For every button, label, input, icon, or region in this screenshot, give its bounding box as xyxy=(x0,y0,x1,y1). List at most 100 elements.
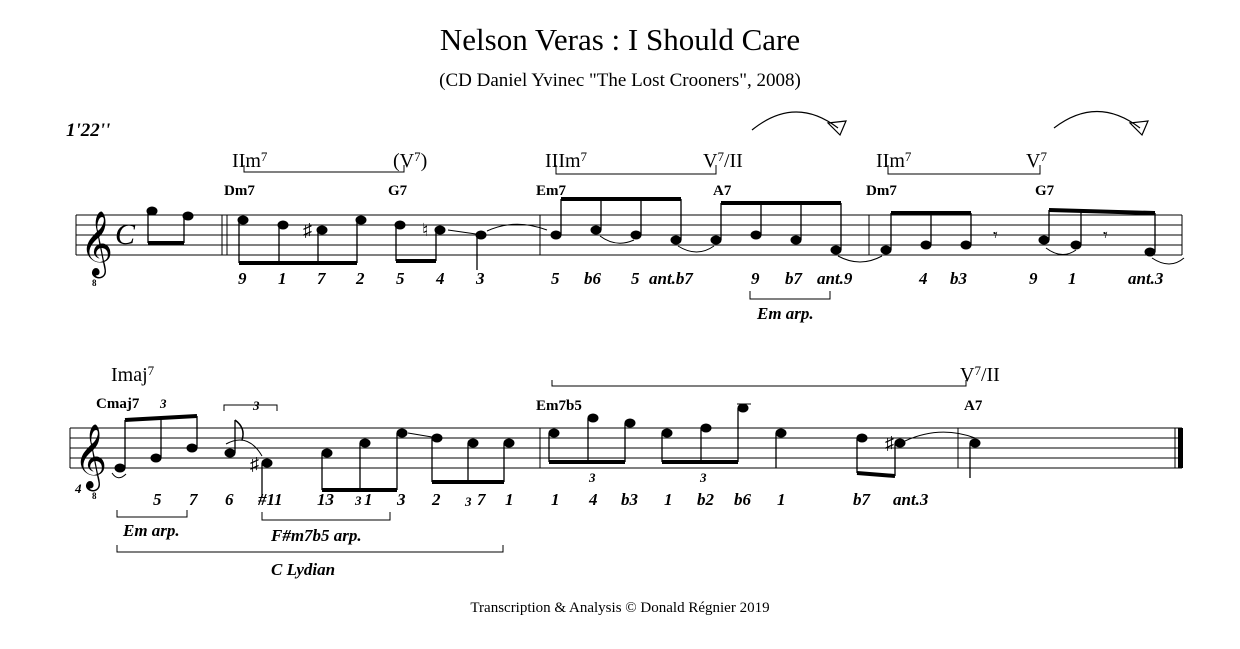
chord-symbol: G7 xyxy=(1035,183,1055,199)
roman-numeral: IIIm7 xyxy=(545,149,588,172)
turnaround-arrow xyxy=(1053,111,1149,137)
chord-symbol: G7 xyxy=(388,183,408,199)
degree-label: b6 xyxy=(734,490,752,509)
tuplet-number: 3 xyxy=(252,398,260,413)
chord-symbol: Cmaj7 xyxy=(96,396,140,412)
bracket-label: C Lydian xyxy=(271,560,335,579)
measure-4 xyxy=(114,414,515,498)
roman-numeral: IIm7 xyxy=(232,149,268,172)
staff-2: 𝄞 4 8 xyxy=(69,363,1183,579)
degree-label: b6 xyxy=(584,269,602,288)
timestamp: 1'22'' xyxy=(66,120,110,141)
final-barline xyxy=(1178,428,1183,468)
degree-label: 5 xyxy=(631,269,640,288)
turnaround-arrow xyxy=(751,111,847,137)
degree-label: 2 xyxy=(355,269,365,288)
chord-symbol: Em7b5 xyxy=(536,398,582,414)
degree-label: 1 xyxy=(777,490,786,509)
roman-numeral: (V7) xyxy=(393,149,427,172)
bracket-label: Em arp. xyxy=(122,521,180,540)
degree-label: #11 xyxy=(257,490,283,509)
credit-footer: Transcription & Analysis © Donald Régnie… xyxy=(470,600,770,616)
degree-label: 7 xyxy=(477,490,487,509)
roman-numeral: V7 xyxy=(1026,149,1047,172)
degree-label: ant.9 xyxy=(817,269,853,288)
degree-label: 5 xyxy=(396,269,405,288)
degree-label: 7 xyxy=(317,269,327,288)
chord-row-1: Dm7 G7 Em7 A7 Dm7 G7 xyxy=(224,183,1055,199)
degree-label: 6 xyxy=(225,490,234,509)
roman-numeral: IIm7 xyxy=(876,149,912,172)
degree-label: 1 xyxy=(505,490,514,509)
chord-symbol: A7 xyxy=(964,398,983,414)
degree-label: 9 xyxy=(1029,269,1038,288)
tuplet-number: 3 xyxy=(588,470,596,485)
degree-label: 7 xyxy=(189,490,199,509)
sharp-icon: ♯ xyxy=(885,433,894,453)
measure-1 xyxy=(237,215,487,270)
natural-icon: ♮ xyxy=(422,220,428,240)
degree-label: 13 xyxy=(317,490,335,509)
degree-label: 1 xyxy=(278,269,287,288)
octave-marker: 8 xyxy=(92,278,97,288)
degree-label: 1 xyxy=(364,490,373,509)
degree-label: 5 xyxy=(551,269,560,288)
degree-label: b3 xyxy=(950,269,968,288)
page-title: Nelson Veras : I Should Care xyxy=(439,22,801,57)
degree-label: 2 xyxy=(431,490,441,509)
tuplet-number: 3 xyxy=(159,396,167,411)
tie xyxy=(486,223,548,232)
note xyxy=(146,206,158,216)
degree-label: 1 xyxy=(1068,269,1077,288)
degree-label: 3 xyxy=(396,490,406,509)
degree-label: 3 xyxy=(475,269,485,288)
degree-row-2: 5 7 6 #11 13 1 3 2 7 1 1 4 b3 1 b2 b6 1 … xyxy=(153,490,929,509)
roman-numeral: V7/II xyxy=(960,363,1000,386)
roman-numeral: Imaj7 xyxy=(111,363,155,386)
bracket-label: Em arp. xyxy=(756,304,814,323)
chord-symbol: Em7 xyxy=(536,183,567,199)
degree-label: b7 xyxy=(785,269,804,288)
degree-label: ant.b7 xyxy=(649,269,694,288)
measure-6 xyxy=(969,438,981,478)
sharp-icon: ♯ xyxy=(250,454,259,474)
tuplet-number: 3 xyxy=(354,493,362,508)
tuplet-bracket xyxy=(223,404,278,411)
degree-label: 1 xyxy=(551,490,560,509)
chord-symbol: A7 xyxy=(713,183,732,199)
analysis-row-2: Imaj7 V7/II xyxy=(111,363,1000,386)
bracket-label: F#m7b5 arp. xyxy=(270,526,362,545)
tuplet-number: 3 xyxy=(464,494,472,509)
measure-2 xyxy=(550,197,842,255)
degree-label: 9 xyxy=(751,269,760,288)
eighth-rest-icon: 𝄾 xyxy=(1103,225,1108,245)
chord-row-2: Cmaj7 Em7b5 A7 xyxy=(96,396,983,414)
octave-marker: 8 xyxy=(92,491,97,501)
note xyxy=(182,211,194,221)
tuplet-row: 3 3 3 3 3 3 xyxy=(159,396,707,509)
page-subtitle: (CD Daniel Yvinec "The Lost Crooners", 2… xyxy=(439,70,801,91)
roman-numeral: V7/II xyxy=(703,149,743,172)
degree-label: 4 xyxy=(435,269,445,288)
degree-label: 4 xyxy=(588,490,598,509)
degree-row-1: 9 1 7 2 5 4 3 5 b6 5 ant.b7 9 b7 ant.9 4… xyxy=(238,269,1164,288)
measure-3 xyxy=(880,208,1156,257)
measure-number: 4 xyxy=(74,481,82,496)
chord-symbol: Dm7 xyxy=(224,183,255,199)
degree-label: b7 xyxy=(853,490,872,509)
eighth-rest-icon: 𝄾 xyxy=(993,225,998,245)
measure-5 xyxy=(548,403,906,478)
degree-label: 1 xyxy=(664,490,673,509)
tie xyxy=(904,431,976,442)
degree-label: ant.3 xyxy=(893,490,929,509)
treble-clef-icon: 𝄞 xyxy=(80,211,113,278)
degree-label: 9 xyxy=(238,269,247,288)
staff-1: 𝄞 C 8 xyxy=(75,111,1185,323)
degree-label: b2 xyxy=(697,490,715,509)
degree-label: 4 xyxy=(918,269,928,288)
degree-label: 5 xyxy=(153,490,162,509)
tie xyxy=(837,255,883,263)
tuplet-number: 3 xyxy=(699,470,707,485)
